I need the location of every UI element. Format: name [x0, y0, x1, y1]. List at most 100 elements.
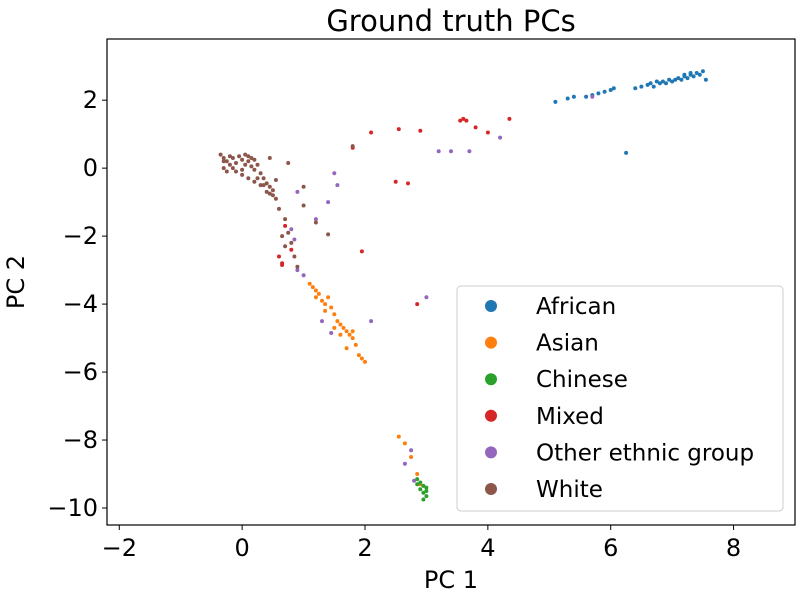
point-white — [267, 184, 272, 189]
legend-label: Mixed — [536, 404, 604, 430]
point-chinese — [424, 485, 429, 490]
point-african — [654, 79, 659, 84]
point-asian — [350, 329, 355, 334]
point-asian — [323, 308, 328, 313]
point-chinese — [418, 487, 423, 492]
point-other-ethnic-group — [313, 217, 318, 222]
plot-frame — [106, 38, 796, 526]
legend-item: African — [485, 294, 616, 320]
point-white — [246, 154, 251, 159]
points-layer — [218, 69, 708, 502]
point-other-ethnic-group — [436, 149, 441, 154]
y-tick-label: −4 — [63, 290, 98, 318]
point-white — [246, 176, 251, 181]
point-other-ethnic-group — [326, 200, 331, 205]
point-asian — [332, 312, 337, 317]
point-african — [648, 81, 653, 86]
point-other-ethnic-group — [424, 295, 429, 300]
legend-item: Other ethnic group — [485, 440, 754, 466]
point-other-ethnic-group — [498, 135, 503, 140]
point-mixed — [283, 223, 288, 228]
point-other-ethnic-group — [369, 319, 374, 324]
point-other-ethnic-group — [289, 227, 294, 232]
point-white — [273, 196, 278, 201]
legend-marker — [485, 300, 497, 312]
point-asian — [310, 285, 315, 290]
point-white — [277, 206, 281, 211]
point-white — [246, 159, 251, 164]
point-african — [682, 72, 687, 77]
point-african — [611, 86, 616, 91]
point-white — [289, 240, 294, 245]
point-african — [624, 150, 629, 155]
point-chinese — [421, 497, 426, 502]
point-white — [249, 164, 254, 169]
point-mixed — [418, 128, 423, 133]
point-african — [697, 72, 702, 77]
point-white — [301, 203, 306, 208]
point-mixed — [359, 249, 364, 254]
point-other-ethnic-group — [402, 461, 407, 466]
point-white — [313, 220, 318, 225]
point-mixed — [406, 181, 410, 186]
point-african — [584, 94, 589, 99]
point-asian — [353, 342, 358, 347]
point-asian — [307, 281, 312, 286]
point-white — [227, 162, 232, 167]
point-white — [301, 184, 306, 189]
point-white — [255, 176, 260, 181]
point-asian — [344, 329, 349, 334]
point-white — [230, 156, 235, 160]
point-other-ethnic-group — [320, 319, 324, 324]
point-white — [280, 234, 285, 239]
point-african — [645, 82, 650, 87]
point-chinese — [421, 483, 426, 488]
legend-marker — [485, 446, 497, 459]
y-tick-label: −8 — [63, 426, 98, 454]
point-white — [267, 191, 272, 196]
legend-label: White — [536, 477, 603, 503]
point-asian — [415, 472, 420, 476]
x-tick-label: 2 — [357, 534, 372, 562]
legend-item: White — [485, 477, 603, 503]
point-asian — [323, 302, 328, 307]
point-chinese — [421, 490, 426, 495]
x-tick-label: 0 — [235, 534, 250, 562]
point-african — [571, 94, 576, 99]
y-tick-label: −6 — [63, 358, 98, 386]
point-asian — [338, 332, 343, 337]
point-white — [252, 157, 257, 162]
x-tick-label: −2 — [102, 534, 137, 562]
point-white — [240, 157, 245, 162]
point-white — [261, 183, 266, 188]
point-mixed — [507, 116, 512, 121]
point-white — [224, 169, 229, 174]
point-african — [688, 71, 693, 75]
x-tick-label: 4 — [480, 534, 495, 562]
point-white — [240, 167, 245, 172]
point-african — [660, 79, 665, 84]
point-white — [295, 264, 300, 269]
point-other-ethnic-group — [335, 183, 340, 188]
point-mixed — [458, 118, 463, 123]
point-white — [258, 183, 263, 188]
legend-label: Other ethnic group — [536, 440, 754, 466]
y-tick-label: 0 — [83, 154, 98, 182]
point-mixed — [277, 254, 281, 259]
legend-box — [456, 285, 784, 512]
point-asian — [347, 332, 352, 337]
point-chinese — [424, 494, 429, 499]
x-axis: −2 0 2 4 6 8 — [102, 525, 741, 562]
point-mixed — [473, 125, 478, 130]
legend-marker — [485, 373, 497, 386]
point-white — [252, 179, 257, 184]
point-other-ethnic-group — [409, 448, 414, 453]
point-white — [261, 176, 266, 181]
point-white — [267, 156, 272, 160]
y-axis: 2 0 −2 −4 −6 −8 −10 — [47, 86, 107, 522]
point-other-ethnic-group — [329, 331, 334, 335]
legend: African Asian Chinese Mixed Other ethnic gro… — [456, 285, 784, 512]
point-asian — [341, 325, 346, 330]
legend-item: Chinese — [485, 367, 628, 393]
